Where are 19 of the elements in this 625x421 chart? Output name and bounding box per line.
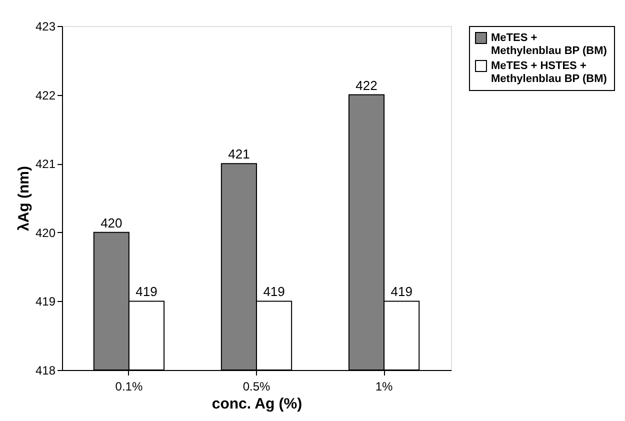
x-tick-label: 0.1%	[115, 380, 143, 394]
data-label: 419	[263, 284, 285, 300]
y-tick-label: 419	[35, 294, 56, 309]
y-tick-label: 422	[35, 88, 56, 102]
x-tick-label: 0.5%	[242, 380, 270, 394]
data-label: 421	[228, 146, 250, 162]
legend-label: MeTES + HSTES + Methylenblau BP (BM)	[491, 60, 608, 85]
data-label: 419	[136, 284, 158, 300]
data-label: 422	[356, 78, 378, 93]
data-label: 419	[390, 284, 412, 300]
y-tick-label: 423	[35, 20, 56, 34]
y-axis-title: λAg (nm)	[15, 166, 32, 231]
y-tick-label: 418	[35, 364, 56, 378]
x-axis-title: conc. Ag (%)	[212, 396, 302, 412]
legend-label: MeTES + Methylenblau BP (BM)	[491, 32, 608, 57]
data-label: 420	[100, 215, 122, 230]
x-tick-label: 1%	[375, 380, 394, 394]
y-tick-label: 421	[35, 157, 56, 172]
y-tick-label: 420	[35, 226, 56, 240]
